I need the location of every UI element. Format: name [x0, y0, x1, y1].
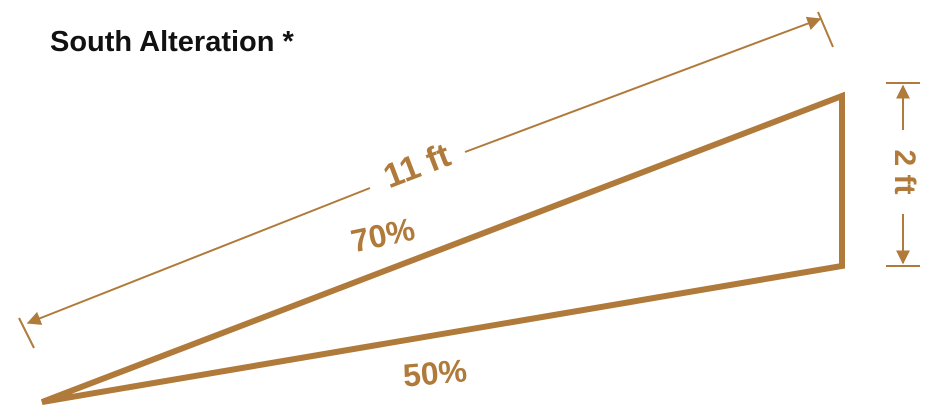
length-extension-tick-left — [18, 317, 35, 349]
diagram-title: South Alteration * — [50, 26, 294, 58]
length-dimension: 11 ft — [18, 11, 834, 349]
length-dimension-line-left — [26, 187, 371, 325]
height-dimension: 2 ft — [886, 82, 921, 267]
upper-slope-label: 70% — [348, 211, 418, 260]
lower-slope-label: 50% — [401, 352, 468, 393]
length-label: 11 ft — [378, 136, 455, 196]
length-dimension-line-right — [464, 16, 822, 153]
height-label: 2 ft — [888, 150, 921, 195]
length-extension-tick-right — [817, 11, 834, 48]
ramp-triangle — [40, 91, 845, 405]
